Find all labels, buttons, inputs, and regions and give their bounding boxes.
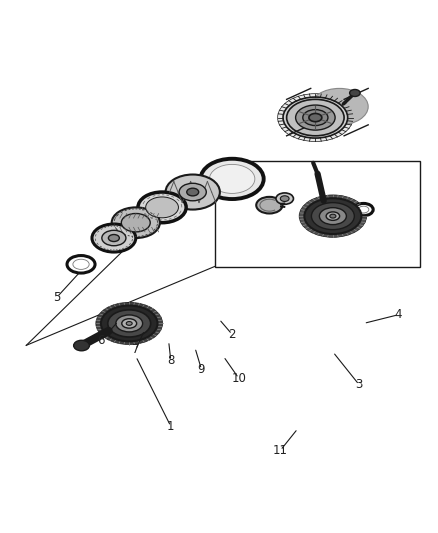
Text: 10: 10	[231, 372, 246, 385]
Ellipse shape	[146, 197, 178, 218]
Ellipse shape	[138, 192, 186, 223]
Ellipse shape	[73, 259, 89, 269]
Ellipse shape	[116, 315, 143, 332]
Text: 6: 6	[97, 335, 105, 348]
Ellipse shape	[96, 302, 162, 344]
Ellipse shape	[121, 214, 150, 232]
Ellipse shape	[74, 340, 89, 351]
Ellipse shape	[126, 321, 132, 325]
Ellipse shape	[276, 193, 293, 204]
Ellipse shape	[303, 110, 328, 126]
Text: 3: 3	[356, 378, 363, 391]
Ellipse shape	[92, 224, 136, 252]
Ellipse shape	[296, 105, 335, 130]
Ellipse shape	[179, 183, 206, 201]
Ellipse shape	[101, 305, 158, 341]
Ellipse shape	[278, 94, 353, 141]
Text: 8: 8	[167, 354, 174, 367]
Ellipse shape	[286, 99, 344, 136]
Ellipse shape	[283, 97, 348, 138]
Text: 4: 4	[395, 308, 403, 321]
Ellipse shape	[201, 159, 264, 199]
Ellipse shape	[309, 114, 322, 122]
Ellipse shape	[330, 214, 336, 218]
Ellipse shape	[311, 88, 368, 125]
Ellipse shape	[209, 164, 255, 193]
Ellipse shape	[67, 255, 95, 273]
Ellipse shape	[256, 197, 283, 214]
Text: 11: 11	[273, 444, 288, 457]
Text: 1: 1	[167, 420, 175, 433]
Ellipse shape	[109, 235, 119, 241]
Text: 9: 9	[198, 363, 205, 376]
Ellipse shape	[350, 90, 360, 96]
Ellipse shape	[299, 195, 367, 237]
Ellipse shape	[166, 174, 220, 209]
Text: 7: 7	[132, 343, 140, 356]
Ellipse shape	[280, 196, 289, 201]
Ellipse shape	[311, 203, 354, 230]
Ellipse shape	[326, 212, 339, 220]
Ellipse shape	[108, 310, 151, 337]
Ellipse shape	[319, 208, 346, 224]
Ellipse shape	[358, 206, 369, 213]
Text: 2: 2	[228, 328, 236, 341]
Ellipse shape	[304, 198, 361, 234]
Ellipse shape	[122, 319, 137, 328]
Ellipse shape	[112, 207, 160, 238]
Text: 5: 5	[53, 290, 60, 304]
Ellipse shape	[187, 188, 199, 196]
Ellipse shape	[102, 230, 126, 246]
Ellipse shape	[354, 204, 373, 216]
